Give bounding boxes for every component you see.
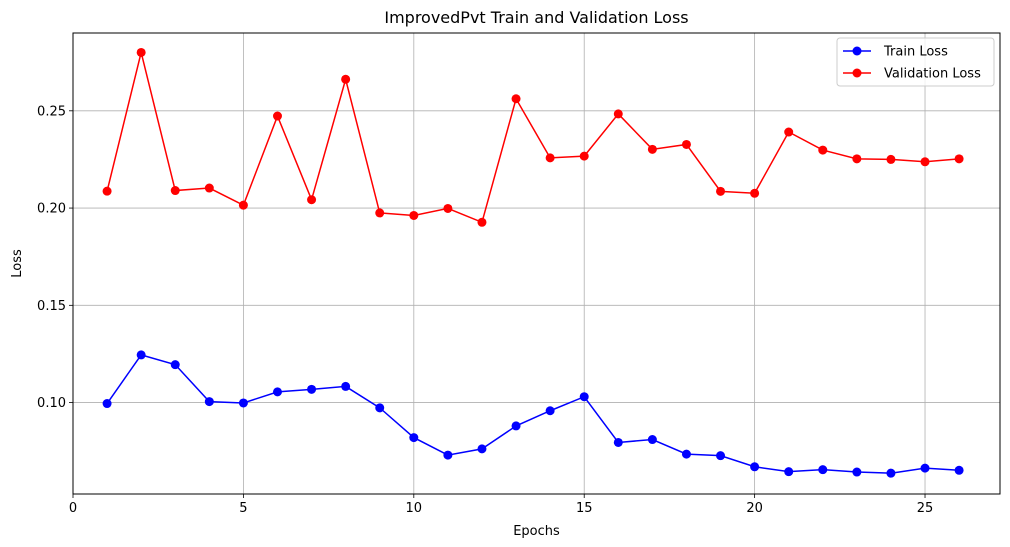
legend-box: [836, 37, 995, 87]
y-tick-label: 0.25: [37, 104, 66, 119]
series-group: [102, 47, 964, 478]
legend-swatch-marker: [852, 46, 862, 56]
data-point: [886, 154, 896, 164]
data-point: [954, 154, 964, 164]
data-point: [954, 465, 964, 475]
data-point: [272, 387, 282, 397]
x-axis-label: Epochs: [513, 524, 560, 539]
legend-swatch-marker: [852, 68, 862, 78]
y-tick-label: 0.10: [37, 396, 66, 411]
data-point: [102, 399, 112, 409]
series-validation-loss: [102, 47, 964, 227]
series-line: [106, 354, 960, 474]
y-axis-ticks: 0.10 0.15 0.20 0.25: [37, 104, 73, 411]
legend: Train Loss Validation Loss: [836, 37, 995, 87]
data-point: [136, 350, 146, 360]
data-point: [613, 437, 623, 447]
legend-label: Validation Loss: [884, 67, 981, 82]
data-point: [511, 421, 521, 431]
data-point: [579, 151, 589, 161]
data-point: [716, 451, 726, 461]
data-point: [784, 467, 794, 477]
data-point: [716, 186, 726, 196]
data-point: [681, 139, 691, 149]
data-point: [920, 157, 930, 167]
data-point: [443, 203, 453, 213]
x-tick-label: 15: [576, 501, 593, 516]
series-line: [106, 52, 960, 224]
x-tick-label: 10: [406, 501, 423, 516]
data-point: [647, 435, 657, 445]
x-axis-ticks: 0 5 10 15 20 25: [69, 494, 933, 516]
data-point: [852, 467, 862, 477]
data-point: [170, 360, 180, 370]
data-point: [886, 468, 896, 478]
plot-area-frame: [72, 32, 1001, 495]
data-point: [204, 397, 214, 407]
data-point: [818, 465, 828, 475]
data-point: [443, 450, 453, 460]
legend-item: Validation Loss: [843, 67, 981, 82]
data-point: [409, 210, 419, 220]
data-point: [136, 47, 146, 57]
data-point: [477, 217, 487, 227]
data-point: [477, 444, 487, 454]
y-tick-label: 0.20: [37, 202, 66, 217]
data-point: [920, 463, 930, 473]
data-point: [511, 94, 521, 104]
data-point: [545, 153, 555, 163]
data-point: [238, 200, 248, 210]
data-point: [307, 195, 317, 205]
data-point: [341, 74, 351, 84]
data-point: [681, 449, 691, 459]
data-point: [818, 145, 828, 155]
data-point: [784, 127, 794, 137]
grid: [72, 33, 1000, 494]
chart-title: ImprovedPvt Train and Validation Loss: [384, 8, 688, 27]
data-point: [750, 188, 760, 198]
legend-item: Train Loss: [843, 45, 948, 60]
data-point: [852, 154, 862, 164]
data-point: [307, 384, 317, 394]
series-train-loss: [102, 350, 964, 478]
legend-label: Train Loss: [883, 45, 948, 60]
data-point: [341, 381, 351, 391]
y-tick-label: 0.15: [37, 299, 66, 314]
data-point: [170, 186, 180, 196]
data-point: [545, 406, 555, 416]
data-point: [647, 144, 657, 154]
x-tick-label: 5: [239, 501, 247, 516]
y-axis-label: Loss: [10, 249, 25, 278]
data-point: [204, 183, 214, 193]
data-point: [375, 208, 385, 218]
data-point: [375, 403, 385, 413]
data-point: [613, 109, 623, 119]
data-point: [409, 433, 419, 443]
data-point: [272, 111, 282, 121]
x-tick-label: 20: [746, 501, 763, 516]
data-point: [102, 186, 112, 196]
x-tick-label: 0: [69, 501, 77, 516]
data-point: [579, 392, 589, 402]
x-tick-label: 25: [917, 501, 934, 516]
data-point: [238, 398, 248, 408]
data-point: [750, 462, 760, 472]
